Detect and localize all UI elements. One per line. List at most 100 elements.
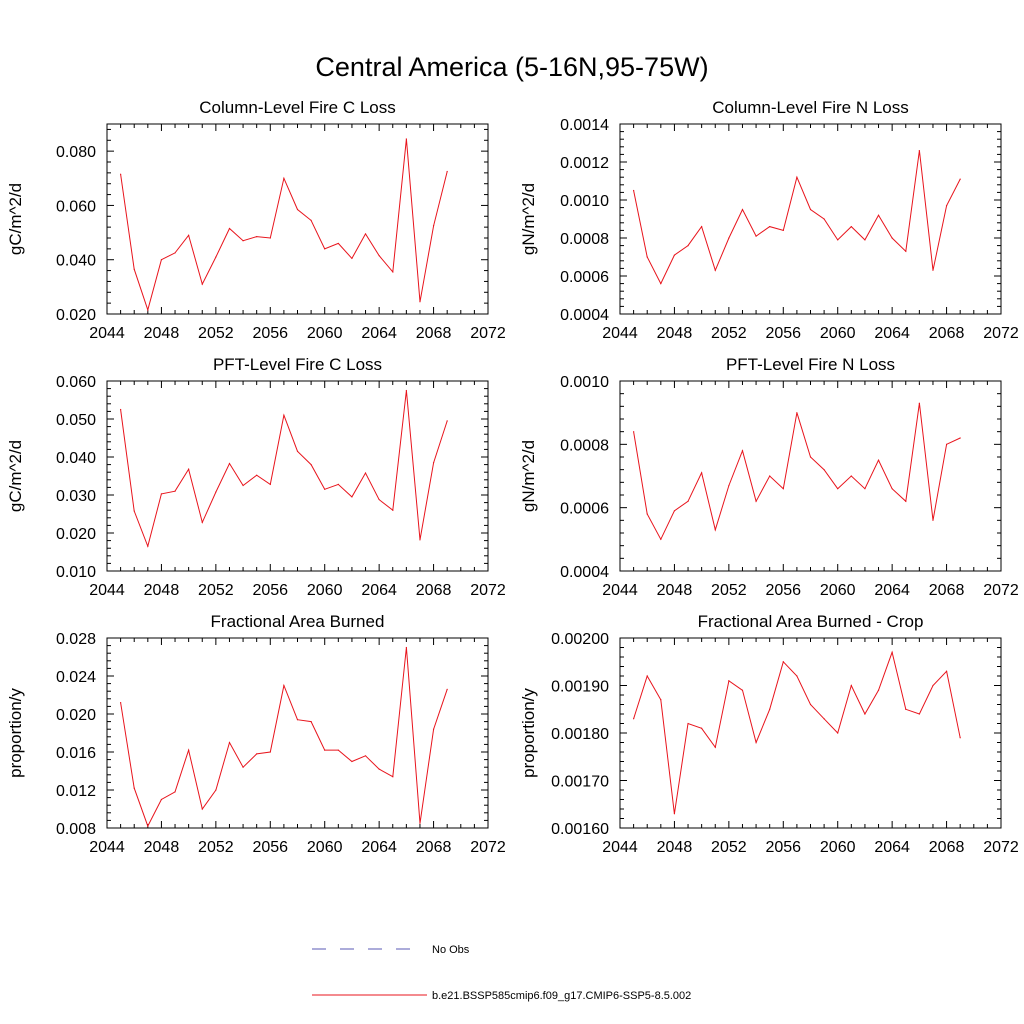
data-point xyxy=(405,389,407,392)
data-point xyxy=(728,237,730,239)
data-point xyxy=(891,651,893,653)
data-point xyxy=(133,787,135,789)
data-point xyxy=(905,500,907,502)
x-tick-label: 2056 xyxy=(252,325,288,342)
data-point xyxy=(310,721,312,723)
data-point xyxy=(228,227,231,230)
data-point xyxy=(714,529,716,531)
y-axis-label: proportion/y xyxy=(6,688,25,778)
data-point xyxy=(864,713,866,715)
data-point xyxy=(701,226,703,228)
y-tick-label: 0.0010 xyxy=(560,193,609,210)
data-point xyxy=(324,749,326,751)
data-point xyxy=(405,646,407,649)
x-tick-label: 2060 xyxy=(307,325,343,342)
data-point xyxy=(351,496,353,498)
x-tick-label: 2056 xyxy=(765,582,801,599)
data-point xyxy=(419,822,421,824)
data-point xyxy=(769,475,771,477)
data-point xyxy=(351,257,353,259)
x-tick-label: 2068 xyxy=(929,582,965,599)
data-point xyxy=(351,760,353,763)
y-tick-label: 0.008 xyxy=(56,821,96,838)
y-tick-label: 0.080 xyxy=(56,144,96,161)
data-point xyxy=(728,680,730,682)
data-point xyxy=(364,233,367,235)
y-tick-label: 0.020 xyxy=(56,526,96,543)
data-point xyxy=(432,462,435,464)
y-axis-label: gN/m^2/d xyxy=(519,183,538,255)
data-point xyxy=(932,684,934,687)
data-point xyxy=(337,749,339,751)
legend: No Obs b.e21.BSSP585cmip6.f09_g17.CMIP6-… xyxy=(312,944,691,1002)
x-tick-label: 2056 xyxy=(252,582,288,599)
data-point xyxy=(446,170,448,173)
x-tick-label: 2056 xyxy=(765,839,801,856)
data-point xyxy=(687,500,689,502)
data-point xyxy=(147,825,149,827)
y-tick-label: 0.0004 xyxy=(560,564,609,581)
data-point xyxy=(660,699,662,701)
data-point xyxy=(714,746,716,748)
y-tick-label: 0.020 xyxy=(56,307,96,324)
x-tick-label: 2052 xyxy=(711,582,747,599)
x-tick-label: 2052 xyxy=(198,839,234,856)
y-tick-label: 0.028 xyxy=(56,631,96,648)
data-point xyxy=(809,208,812,211)
x-tick-label: 2048 xyxy=(144,325,180,342)
x-tick-label: 2072 xyxy=(983,582,1019,599)
data-point xyxy=(242,766,244,768)
data-point xyxy=(959,737,961,739)
data-point xyxy=(864,239,866,241)
data-point xyxy=(283,414,285,416)
y-tick-label: 0.0008 xyxy=(560,231,609,248)
data-point xyxy=(120,408,122,411)
data-point xyxy=(850,475,852,477)
data-point xyxy=(741,208,744,211)
panel-title: Column-Level Fire C Loss xyxy=(199,98,396,117)
data-point xyxy=(660,538,662,540)
panel-title: Column-Level Fire N Loss xyxy=(712,98,909,117)
data-point xyxy=(324,488,326,490)
y-axis-label: gC/m^2/d xyxy=(6,440,25,512)
data-point xyxy=(782,488,784,490)
data-point xyxy=(201,521,203,523)
data-point xyxy=(269,237,271,239)
data-point xyxy=(242,484,244,487)
data-point xyxy=(120,173,122,175)
y-tick-label: 0.0004 xyxy=(560,307,609,324)
data-point xyxy=(673,510,676,512)
x-tick-label: 2044 xyxy=(89,325,125,342)
x-tick-label: 2068 xyxy=(929,325,965,342)
y-tick-label: 0.0010 xyxy=(560,374,609,391)
data-point xyxy=(646,513,648,515)
data-point xyxy=(446,688,448,690)
data-point xyxy=(905,708,907,710)
chart-panel-2: Column-Level Fire N Loss gN/m^2/d 2044 2048… xyxy=(519,98,1019,342)
x-tick-label: 2068 xyxy=(416,325,452,342)
data-point xyxy=(782,229,784,231)
data-point xyxy=(755,741,757,744)
data-point xyxy=(256,236,258,238)
data-point xyxy=(769,708,771,710)
data-point xyxy=(296,719,299,721)
data-point xyxy=(269,751,271,753)
data-point xyxy=(160,798,163,801)
x-tick-label: 2060 xyxy=(820,582,856,599)
x-tick-label: 2056 xyxy=(252,839,288,856)
data-point xyxy=(296,450,299,452)
x-tick-label: 2068 xyxy=(929,839,965,856)
y-tick-label: 0.0014 xyxy=(560,117,609,134)
data-point xyxy=(959,437,961,439)
data-point xyxy=(633,431,635,433)
data-point xyxy=(378,498,380,501)
data-point xyxy=(809,703,812,706)
x-tick-label: 2064 xyxy=(874,839,910,856)
y-tick-label: 0.040 xyxy=(56,450,96,467)
chart-panels: Column-Level Fire C Loss gC/m^2/d 2044 2048… xyxy=(6,98,1019,856)
data-point xyxy=(392,776,394,778)
data-point xyxy=(256,474,258,476)
y-tick-label: 0.024 xyxy=(56,669,96,686)
data-point xyxy=(256,753,258,755)
data-point xyxy=(133,268,135,270)
